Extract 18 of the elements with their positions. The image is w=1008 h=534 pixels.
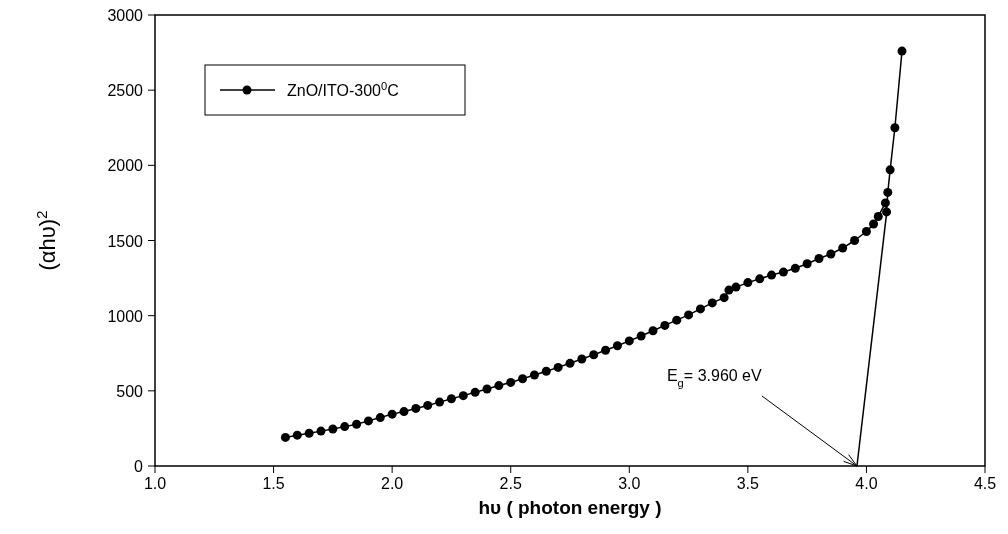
annotation: E$_{g}$= 3.960 eV: [666, 367, 763, 389]
x-tick-label: 3.5: [736, 475, 760, 492]
x-axis-title: hυ ( photon energy ): [478, 497, 662, 518]
x-tick-label: 2.5: [499, 475, 522, 492]
x-tick-label: 2.0: [381, 475, 404, 492]
legend-label: ZnO/ITO-300$^{0}$C: [287, 80, 399, 99]
y-tick-label: 1500: [107, 232, 144, 250]
y-tick-label: 500: [116, 382, 144, 400]
x-tick-label: 1.5: [262, 475, 285, 492]
x-tick-label: 1.0: [143, 475, 167, 492]
y-tick-label: 3000: [107, 7, 144, 24]
y-tick-label: 1000: [107, 307, 144, 325]
y-tick-label: 2000: [107, 157, 144, 175]
y-tick-label: 0: [134, 458, 144, 475]
x-tick-label: 4.0: [855, 475, 878, 492]
y-tick-label: 2500: [107, 82, 144, 100]
x-tick-label: 3.0: [618, 475, 641, 492]
x-tick-label: 4.5: [973, 475, 997, 492]
